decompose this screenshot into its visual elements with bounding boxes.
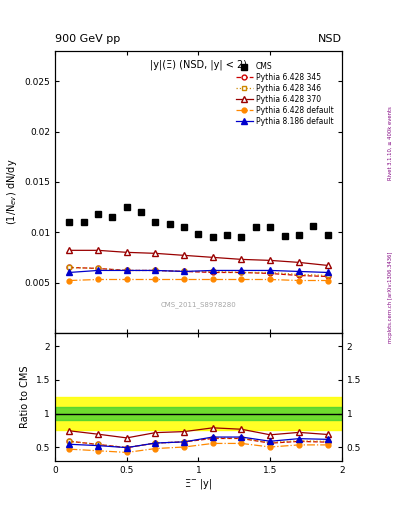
CMS xyxy=(311,223,316,229)
Pythia 8.186 default xyxy=(67,269,72,275)
Pythia 6.428 default xyxy=(239,276,244,283)
Pythia 8.186 default xyxy=(182,268,187,274)
Pythia 6.428 default xyxy=(96,276,101,283)
Pythia 6.428 345 xyxy=(96,265,101,271)
Pythia 6.428 345 xyxy=(153,267,158,273)
CMS xyxy=(167,221,172,227)
Line: Pythia 6.428 345: Pythia 6.428 345 xyxy=(67,265,330,279)
Pythia 6.428 370 xyxy=(297,259,301,265)
Pythia 6.428 default xyxy=(297,278,301,284)
Pythia 6.428 default xyxy=(67,278,72,284)
Text: NSD: NSD xyxy=(318,33,342,44)
CMS xyxy=(268,224,273,230)
Pythia 6.428 default xyxy=(268,276,273,283)
Pythia 8.186 default xyxy=(211,267,215,273)
Pythia 6.428 default xyxy=(125,276,129,283)
Pythia 6.428 345 xyxy=(182,268,187,274)
Pythia 6.428 370 xyxy=(325,262,330,268)
Pythia 6.428 346 xyxy=(325,272,330,279)
CMS xyxy=(139,209,143,215)
Pythia 6.428 346 xyxy=(239,269,244,275)
Pythia 6.428 346 xyxy=(297,271,301,278)
CMS xyxy=(225,232,230,238)
CMS xyxy=(153,219,158,225)
Pythia 6.428 370 xyxy=(153,250,158,257)
Bar xyxy=(55,397,342,431)
Text: Rivet 3.1.10, ≥ 400k events: Rivet 3.1.10, ≥ 400k events xyxy=(388,106,393,180)
Pythia 8.186 default xyxy=(297,268,301,274)
Text: |y|(Ξ) (NSD, |y| < 2): |y|(Ξ) (NSD, |y| < 2) xyxy=(150,60,247,70)
Pythia 6.428 345 xyxy=(67,264,72,270)
Pythia 6.428 370 xyxy=(211,254,215,261)
CMS xyxy=(81,219,86,225)
Pythia 6.428 370 xyxy=(239,257,244,263)
Pythia 8.186 default xyxy=(153,267,158,273)
Pythia 6.428 345 xyxy=(125,267,129,273)
X-axis label: Ξ$^{-}$ |y|: Ξ$^{-}$ |y| xyxy=(184,477,213,492)
Line: Pythia 8.186 default: Pythia 8.186 default xyxy=(66,267,331,275)
Text: CMS_2011_S8978280: CMS_2011_S8978280 xyxy=(161,301,236,308)
Pythia 8.186 default xyxy=(325,269,330,275)
Pythia 6.428 346 xyxy=(182,268,187,274)
Bar xyxy=(55,407,342,420)
CMS xyxy=(325,232,330,238)
Pythia 6.428 default xyxy=(182,276,187,283)
Pythia 6.428 345 xyxy=(211,269,215,275)
Pythia 6.428 345 xyxy=(268,270,273,276)
Legend: CMS, Pythia 6.428 345, Pythia 6.428 346, Pythia 6.428 370, Pythia 6.428 default,: CMS, Pythia 6.428 345, Pythia 6.428 346,… xyxy=(235,60,335,127)
Text: 900 GeV pp: 900 GeV pp xyxy=(55,33,120,44)
CMS xyxy=(96,211,101,217)
Pythia 6.428 346 xyxy=(211,268,215,274)
Pythia 6.428 346 xyxy=(268,269,273,275)
Pythia 6.428 346 xyxy=(125,267,129,273)
Text: mcplots.cern.ch [arXiv:1306.3436]: mcplots.cern.ch [arXiv:1306.3436] xyxy=(388,251,393,343)
Line: CMS: CMS xyxy=(66,204,331,240)
CMS xyxy=(182,224,187,230)
CMS xyxy=(211,234,215,240)
Pythia 6.428 default xyxy=(211,276,215,283)
Pythia 6.428 345 xyxy=(239,269,244,275)
Pythia 8.186 default xyxy=(96,267,101,273)
Line: Pythia 6.428 346: Pythia 6.428 346 xyxy=(67,265,330,278)
Pythia 8.186 default xyxy=(268,267,273,273)
Pythia 6.428 346 xyxy=(67,264,72,270)
Y-axis label: (1/N$_{ev}$) dN/dy: (1/N$_{ev}$) dN/dy xyxy=(5,159,19,225)
Pythia 6.428 346 xyxy=(96,265,101,271)
Y-axis label: Ratio to CMS: Ratio to CMS xyxy=(20,366,30,428)
CMS xyxy=(297,232,301,238)
CMS xyxy=(67,219,72,225)
Pythia 6.428 370 xyxy=(125,249,129,255)
CMS xyxy=(110,214,115,220)
CMS xyxy=(239,234,244,240)
Line: Pythia 6.428 default: Pythia 6.428 default xyxy=(67,277,330,283)
Pythia 6.428 default xyxy=(153,276,158,283)
Pythia 6.428 345 xyxy=(325,273,330,280)
Pythia 6.428 370 xyxy=(268,258,273,264)
Pythia 6.428 345 xyxy=(297,272,301,279)
Line: Pythia 6.428 370: Pythia 6.428 370 xyxy=(66,247,331,268)
CMS xyxy=(125,204,129,210)
Pythia 6.428 370 xyxy=(182,252,187,259)
Pythia 6.428 default xyxy=(325,278,330,284)
Pythia 6.428 370 xyxy=(96,247,101,253)
CMS xyxy=(253,224,258,230)
CMS xyxy=(282,233,287,239)
Pythia 6.428 370 xyxy=(67,247,72,253)
Pythia 8.186 default xyxy=(125,267,129,273)
CMS xyxy=(196,231,201,238)
Pythia 6.428 346 xyxy=(153,267,158,273)
Pythia 8.186 default xyxy=(239,267,244,273)
